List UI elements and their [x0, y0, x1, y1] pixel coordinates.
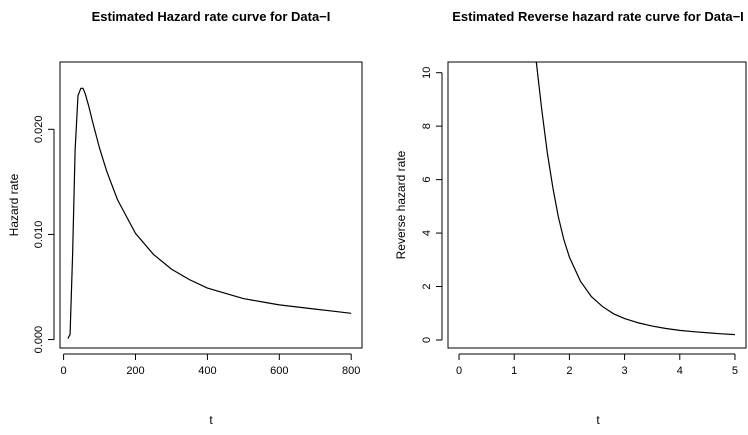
- hazard-x-axis: 0 200 400 600 800: [61, 353, 360, 377]
- hazard-y-label: Hazard rate: [7, 173, 21, 236]
- reverse-hazard-x-axis: 0 1 2 3 4 5: [456, 353, 738, 377]
- hazard-x-tick-label: 200: [126, 365, 144, 377]
- reverse-hazard-y-tick-label: 4: [421, 230, 433, 236]
- hazard-chart-title: Estimated Hazard rate curve for Data−I: [92, 9, 331, 24]
- hazard-y-tick-label: 0.000: [33, 326, 45, 354]
- reverse-hazard-plot-frame: [447, 61, 747, 349]
- reverse-hazard-rate-curve: [535, 62, 735, 336]
- reverse-hazard-y-label: Reverse hazard rate: [394, 150, 408, 259]
- hazard-y-tick-label: 0.020: [33, 116, 45, 144]
- reverse-hazard-y-tick-label: 0: [421, 337, 433, 343]
- hazard-y-tick-label: 0.010: [33, 221, 45, 249]
- hazard-rate-curve: [67, 87, 352, 339]
- hazard-rate-panel: Estimated Hazard rate curve for Data−I 0…: [7, 9, 363, 427]
- reverse-hazard-y-tick-label: 8: [421, 123, 433, 129]
- reverse-hazard-y-axis: 0 2 4 6 8 10: [421, 67, 443, 343]
- reverse-hazard-y-tick-label: 2: [421, 283, 433, 289]
- reverse-hazard-x-tick-label: 2: [566, 365, 572, 377]
- reverse-hazard-y-tick-label: 10: [421, 67, 433, 79]
- reverse-hazard-x-tick-label: 4: [677, 365, 683, 377]
- reverse-hazard-x-tick-label: 1: [511, 365, 517, 377]
- reverse-hazard-x-tick-label: 3: [622, 365, 628, 377]
- hazard-plot-frame: [59, 61, 363, 349]
- hazard-x-tick-label: 600: [270, 365, 288, 377]
- hazard-x-label: t: [209, 413, 213, 427]
- reverse-hazard-rate-panel: Estimated Reverse hazard rate curve for …: [394, 9, 747, 427]
- hazard-x-tick-label: 400: [198, 365, 216, 377]
- hazard-x-tick-label: 800: [342, 365, 360, 377]
- reverse-hazard-x-label: t: [596, 413, 600, 427]
- hazard-y-axis: 0.000 0.010 0.020: [33, 116, 55, 354]
- reverse-hazard-x-tick-label: 0: [456, 365, 462, 377]
- reverse-hazard-x-tick-label: 5: [732, 365, 738, 377]
- hazard-x-tick-label: 0: [61, 365, 67, 377]
- reverse-hazard-y-tick-label: 6: [421, 177, 433, 183]
- reverse-hazard-chart-title: Estimated Reverse hazard rate curve for …: [452, 9, 744, 24]
